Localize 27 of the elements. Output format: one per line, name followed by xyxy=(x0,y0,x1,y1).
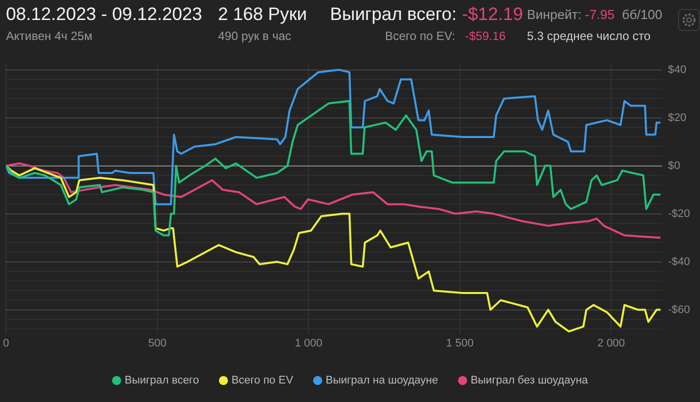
text: бб/100 xyxy=(622,7,662,22)
text: 2 168 Руки xyxy=(218,4,307,25)
x-tick-label: 1 000 xyxy=(294,337,322,350)
legend-label: Всего по EV xyxy=(231,374,294,387)
x-tick-label: 0 xyxy=(2,337,10,350)
y-tick-label: $0 xyxy=(668,160,680,172)
y-tick-label: -$60 xyxy=(668,304,690,316)
x-tick-label: 500 xyxy=(148,337,167,350)
x-tick-label: 1 500 xyxy=(446,337,474,350)
legend-label: Выиграл всего xyxy=(124,374,199,387)
text: 490 рук в час xyxy=(218,29,292,43)
chart-title: 08.12.2023 - 09.12.2023 xyxy=(6,4,202,25)
y-tick-label: -$20 xyxy=(668,208,690,220)
text: Выиграл всего: xyxy=(330,4,457,25)
chart-subtitle: Активен 4ч 25м xyxy=(6,29,92,43)
text: -$12.19 xyxy=(462,4,524,25)
y-tick-label: $20 xyxy=(668,112,686,124)
legend-label: Выиграл на шоудауне xyxy=(326,374,438,387)
text: 5.3 среднее число сто xyxy=(527,29,651,43)
y-tick-label: $40 xyxy=(668,64,686,76)
y-tick-label: -$40 xyxy=(668,256,690,268)
text: Всего по EV: xyxy=(385,29,456,43)
text: -7.95 xyxy=(585,7,615,22)
legend-label: Выиграл без шоудауна xyxy=(470,374,589,387)
text: Винрейт: xyxy=(527,7,582,22)
x-tick-label: 2 000 xyxy=(597,337,625,350)
text: -$59.16 xyxy=(465,29,506,43)
